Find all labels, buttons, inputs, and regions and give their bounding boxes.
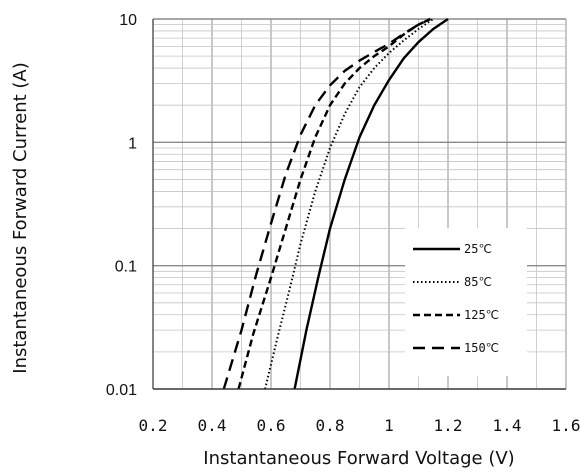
series-lines [222,17,449,390]
x-tick-label: 1.2 [434,416,463,435]
legend-label: 125℃ [464,308,499,322]
y-tick-label: 1 [128,135,137,152]
y-axis-title: Instantaneous Forward Current (A) [10,62,31,373]
x-tick-label: 0.4 [198,416,227,435]
x-tick-label: 1.4 [493,416,522,435]
x-tick-label: 0.8 [316,416,345,435]
x-tick-label: 0.6 [257,416,286,435]
series-line-3 [222,17,431,390]
legend-label: 85℃ [464,275,492,289]
legend: 25℃ 85℃ 125℃ 150℃ [405,228,527,376]
legend-items: 25℃ 85℃ 125℃ 150℃ [413,242,499,355]
legend-label: 25℃ [464,242,492,256]
x-tick-labels: 0.2 0.4 0.6 0.8 1 1.2 1.4 1.6 [139,416,581,435]
legend-box [405,228,527,376]
x-tick-label: 0.2 [139,416,168,435]
x-tick-label: 1 [384,416,394,435]
x-tick-label: 1.6 [552,416,581,435]
legend-label: 150℃ [464,341,499,355]
y-tick-label: 10 [119,12,137,29]
y-tick-label: 0.01 [106,382,137,399]
series-line-0 [293,18,449,390]
y-tick-label: 0.1 [115,259,137,276]
axes [152,19,566,390]
x-axis-title: Instantaneous Forward Voltage (V) [203,448,514,469]
y-tick-labels: 0.01 0.1 1 10 [106,12,137,399]
